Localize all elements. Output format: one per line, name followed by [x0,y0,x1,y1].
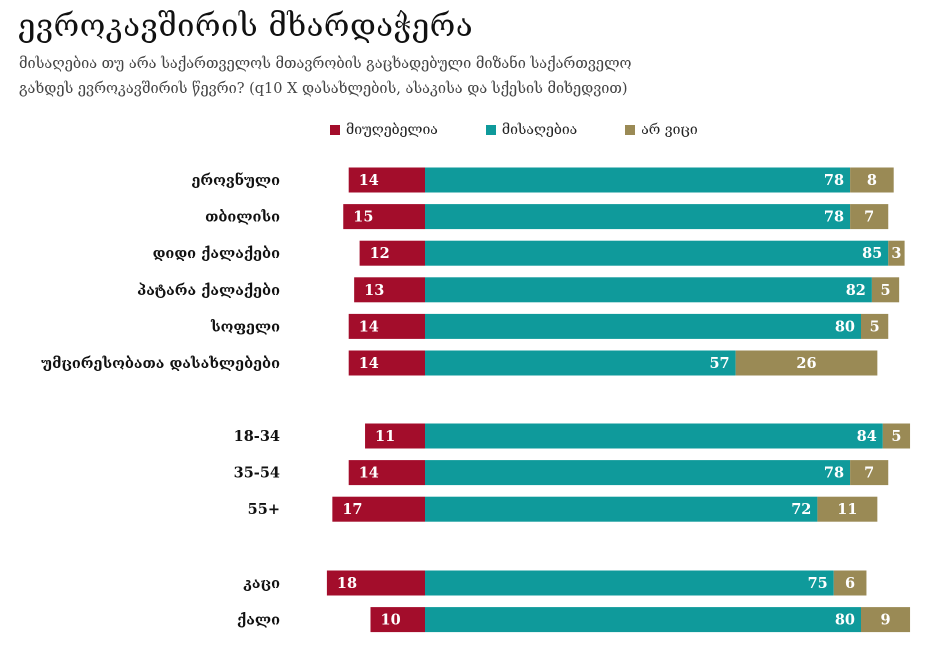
bar-unacceptable-2-1 [370,607,425,633]
value-label-acceptable: 78 [824,172,844,189]
legend-swatch-acceptable [485,125,496,135]
legend-label-unacceptable: მიუღებელია [346,122,438,138]
value-label-dont-know: 5 [891,428,901,445]
subtitle-line-2: გახდეს ევროკავშირის წევრი? (q10 X დასახლ… [19,81,628,97]
legend-item-dont-know: არ ვიცი [625,122,698,138]
value-label-dont-know: 5 [880,282,890,299]
bar-unacceptable-0-4 [348,313,425,339]
value-label-acceptable: 80 [835,612,855,629]
value-label-dont-know: 9 [880,612,890,629]
bar-dont-know-0-2 [888,240,905,266]
bar-dont-know-0-0 [850,167,894,193]
category-label: 35-54 [234,465,280,482]
bar-acceptable-1-0 [425,423,883,449]
bar-acceptable-0-4 [425,313,861,339]
value-label-dont-know: 7 [864,465,874,482]
bar-unacceptable-1-0 [365,423,425,449]
value-label-unacceptable: 14 [359,172,379,189]
value-label-dont-know: 5 [870,318,880,335]
value-label-acceptable: 80 [835,318,855,335]
value-label-unacceptable: 15 [353,209,373,226]
bar-acceptable-0-2 [425,240,889,266]
category-label: ქალი [237,612,280,629]
legend-swatch-unacceptable [330,125,340,135]
value-label-acceptable: 78 [824,209,844,226]
value-label-unacceptable: 18 [337,575,357,592]
bar-acceptable-0-0 [425,167,851,193]
value-label-unacceptable: 14 [359,355,379,372]
bar-unacceptable-0-1 [343,204,425,230]
category-label: 55+ [248,501,280,518]
bar-acceptable-1-2 [425,496,818,522]
bar-unacceptable-1-2 [332,496,425,522]
legend-swatch-dont-know [625,125,636,135]
value-label-unacceptable: 10 [381,612,401,629]
value-label-unacceptable: 17 [342,501,362,518]
category-label: 18-34 [234,428,280,445]
value-label-dont-know: 7 [864,209,874,226]
category-label: დიდი ქალაქები [153,245,281,262]
value-label-unacceptable: 13 [364,282,384,299]
bar-acceptable-2-0 [425,570,834,596]
value-label-dont-know: 11 [837,501,857,518]
category-label: უმცირესობათა დასახლებები [41,355,280,372]
category-label: კაცი [243,575,280,592]
value-label-acceptable: 85 [862,245,882,262]
bar-acceptable-2-1 [425,607,861,633]
bar-unacceptable-0-5 [348,350,425,376]
bar-acceptable-1-1 [425,460,851,486]
value-label-acceptable: 72 [791,501,811,518]
legend-label-dont-know: არ ვიცი [641,122,698,138]
subtitle-line-1: მისაღებია თუ არა საქართველოს მთავრობის გ… [19,56,632,72]
category-label: თბილისი [205,209,280,226]
value-label-acceptable: 78 [824,465,844,482]
value-label-acceptable: 82 [846,282,866,299]
legend-label-acceptable: მისაღებია [501,122,578,138]
bar-dont-know-2-1 [861,607,911,633]
category-label: ეროვნული [191,172,280,189]
bar-dont-know-2-0 [833,570,867,596]
bar-dont-know-1-1 [850,460,889,486]
value-label-acceptable: 84 [857,428,877,445]
chart-subtitle: მისაღებია თუ არა საქართველოს მთავრობის გ… [19,52,779,102]
category-label: პატარა ქალაქები [137,282,280,299]
bar-unacceptable-0-2 [359,240,425,266]
value-label-dont-know: 6 [845,575,855,592]
bar-dont-know-0-1 [850,204,889,230]
bar-dont-know-1-2 [817,496,878,522]
value-label-dont-know: 3 [891,245,901,262]
value-label-unacceptable: 12 [370,245,390,262]
value-label-dont-know: 8 [867,172,877,189]
bar-dont-know-0-5 [735,350,878,376]
value-label-unacceptable: 11 [375,428,395,445]
chart-title: ევროკავშირის მხარდაჭერა [18,8,474,44]
legend-item-unacceptable: მიუღებელია [330,122,438,138]
bar-acceptable-0-5 [425,350,736,376]
bar-unacceptable-2-0 [326,570,425,596]
bar-acceptable-0-3 [425,277,872,303]
value-label-unacceptable: 14 [359,318,379,335]
bar-unacceptable-0-0 [348,167,425,193]
bar-acceptable-0-1 [425,204,851,230]
chart-legend: მიუღებელია მისაღებია არ ვიცი [330,122,698,138]
value-label-dont-know: 26 [796,355,816,372]
bar-dont-know-1-0 [882,423,911,449]
value-label-unacceptable: 14 [359,465,379,482]
category-label: სოფელი [210,318,280,335]
bar-dont-know-0-4 [861,313,889,339]
bar-unacceptable-1-1 [348,460,425,486]
value-label-acceptable: 75 [808,575,828,592]
bar-dont-know-0-3 [871,277,900,303]
legend-item-acceptable: მისაღებია [485,122,578,138]
value-label-acceptable: 57 [709,355,729,372]
bar-unacceptable-0-3 [354,277,425,303]
